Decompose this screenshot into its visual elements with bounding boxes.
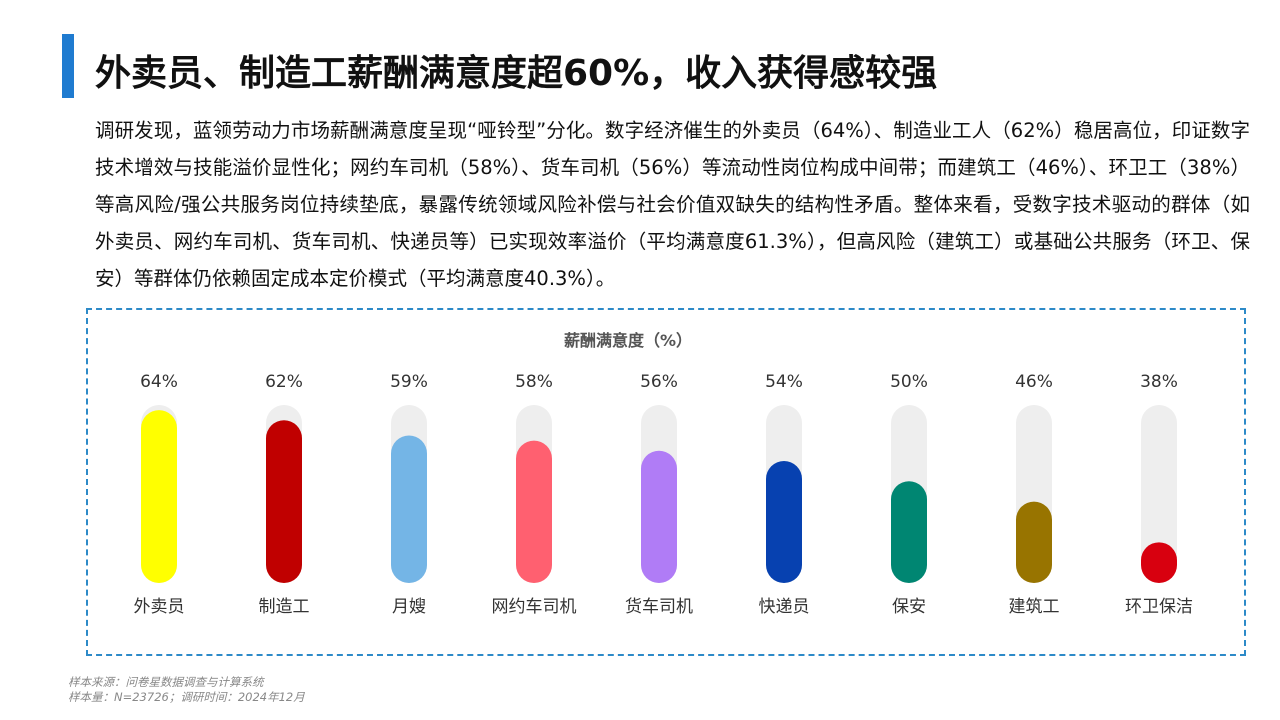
source-line-1: 样本来源：问卷星数据调查与计算系统 [68,675,264,689]
category-label: 货车司机 [625,597,693,617]
category-label: 保安 [892,597,926,617]
bar [141,410,177,583]
data-label: 38% [1140,372,1178,392]
bar-track [1141,405,1177,583]
source-line-2: 样本量：N=23726；调研时间：2024年12月 [68,690,305,704]
data-label: 64% [140,372,178,392]
bar [641,450,677,583]
data-label: 62% [265,372,303,392]
bar [1016,501,1052,583]
data-label: 54% [765,372,803,392]
category-label: 网约车司机 [492,597,577,617]
chart-container: 薪酬满意度（%） 64% 外卖员 62% 制造工 59% 月嫂 58% 网约车司机 56% 货车司机… [86,308,1246,656]
data-label: 46% [1015,372,1053,392]
chart-title: 薪酬满意度（%） [564,331,692,350]
bar [391,435,427,583]
category-label: 月嫂 [392,597,426,617]
bar [891,481,927,583]
data-label: 56% [640,372,678,392]
page-title: 外卖员、制造工薪酬满意度超60%，收入获得感较强 [95,53,938,94]
category-label: 环卫保洁 [1125,597,1193,617]
data-label: 50% [890,372,928,392]
bar-chart: 薪酬满意度（%） 64% 外卖员 62% 制造工 59% 月嫂 58% 网约车司机 56% 货车司机… [134,331,1194,617]
title-accent-bar [62,34,74,98]
source-note: 样本来源：问卷星数据调查与计算系统 样本量：N=23726；调研时间：2024年… [68,675,305,705]
category-label: 制造工 [259,597,310,617]
body-paragraph: 调研发现，蓝领劳动力市场薪酬满意度呈现“哑铃型”分化。数字经济催生的外卖员（64… [95,119,1250,290]
category-label: 外卖员 [134,597,185,617]
bar [766,460,802,583]
bar [516,440,552,583]
category-label: 建筑工 [1009,597,1060,617]
category-label: 快递员 [759,597,810,617]
bar [1141,542,1177,583]
data-label: 59% [390,372,428,392]
bar [266,420,302,583]
data-label: 58% [515,372,553,392]
